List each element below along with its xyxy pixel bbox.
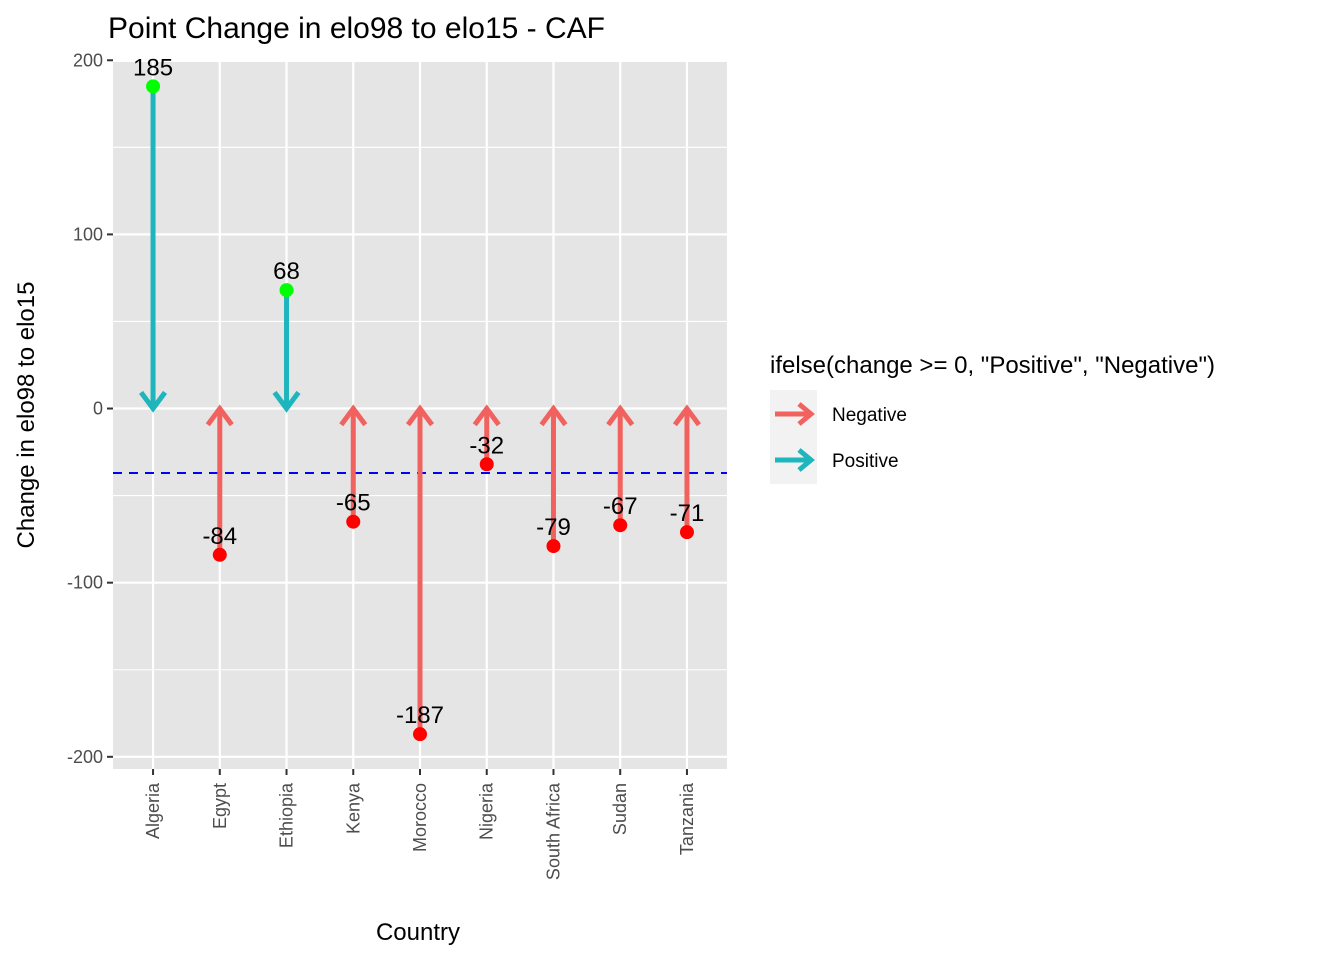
y-tick-label: 100 <box>73 224 103 244</box>
x-tick-label: Nigeria <box>477 782 497 840</box>
data-labels-group: 185 -84 68 -65 -187 -32 -79 -67 -71 <box>133 54 704 729</box>
value-point <box>346 514 361 529</box>
x-axis: Algeria Egypt Ethiopia Kenya Morocco Nigeria S… <box>143 769 697 880</box>
data-label: -67 <box>603 493 638 520</box>
value-point <box>413 727 427 742</box>
x-tick-label: South Africa <box>543 782 563 880</box>
change-arrow <box>539 404 568 547</box>
change-arrow <box>405 404 435 735</box>
data-label: -187 <box>396 702 444 729</box>
x-tick-label: Kenya <box>343 782 363 834</box>
y-tick-label: 0 <box>93 399 103 419</box>
y-axis-title: Change in elo98 to elo15 <box>13 282 40 549</box>
legend-keys-background <box>770 390 817 484</box>
points-group <box>146 79 694 742</box>
data-label: -71 <box>670 500 705 527</box>
data-label: -84 <box>202 523 237 550</box>
arrows-group <box>139 86 701 735</box>
x-tick-label: Tanzania <box>677 782 697 855</box>
legend-key <box>775 448 815 472</box>
y-tick-label: 200 <box>73 50 103 70</box>
value-point <box>146 79 161 94</box>
change-arrow <box>139 86 168 413</box>
y-tick-label: -200 <box>67 747 103 767</box>
x-tick-label: Sudan <box>610 783 630 835</box>
data-label: 185 <box>133 54 173 81</box>
change-arrow <box>472 404 501 465</box>
data-label: -79 <box>536 514 571 541</box>
x-tick-label: Ethiopia <box>277 782 297 848</box>
x-tick-label: Morocco <box>410 783 430 852</box>
value-point <box>546 539 561 554</box>
chart-title: Point Change in elo98 to elo15 - CAF <box>108 12 605 45</box>
value-point <box>613 518 628 533</box>
data-label: 68 <box>273 258 300 285</box>
legend: ifelse(change >= 0, "Positive", "Negativ… <box>770 352 1215 484</box>
value-point <box>479 457 494 472</box>
change-arrow <box>606 404 635 526</box>
legend-label: Positive <box>832 451 899 472</box>
value-point <box>679 525 694 540</box>
value-point <box>279 283 294 298</box>
x-axis-title: Country <box>376 919 460 946</box>
legend-key <box>775 402 815 426</box>
legend-title: ifelse(change >= 0, "Positive", "Negativ… <box>770 352 1215 379</box>
change-arrow <box>272 290 301 413</box>
data-label: -32 <box>469 432 504 459</box>
x-tick-label: Algeria <box>143 782 163 839</box>
y-axis: -200 -100 0 100 200 <box>67 50 113 767</box>
legend-label: Negative <box>832 405 907 426</box>
change-arrow <box>339 404 368 522</box>
x-tick-label: Egypt <box>210 783 230 829</box>
y-tick-label: -100 <box>67 573 103 593</box>
change-arrow <box>205 404 234 555</box>
value-point <box>212 547 227 562</box>
change-arrow <box>672 404 701 533</box>
data-label: -65 <box>336 490 371 517</box>
